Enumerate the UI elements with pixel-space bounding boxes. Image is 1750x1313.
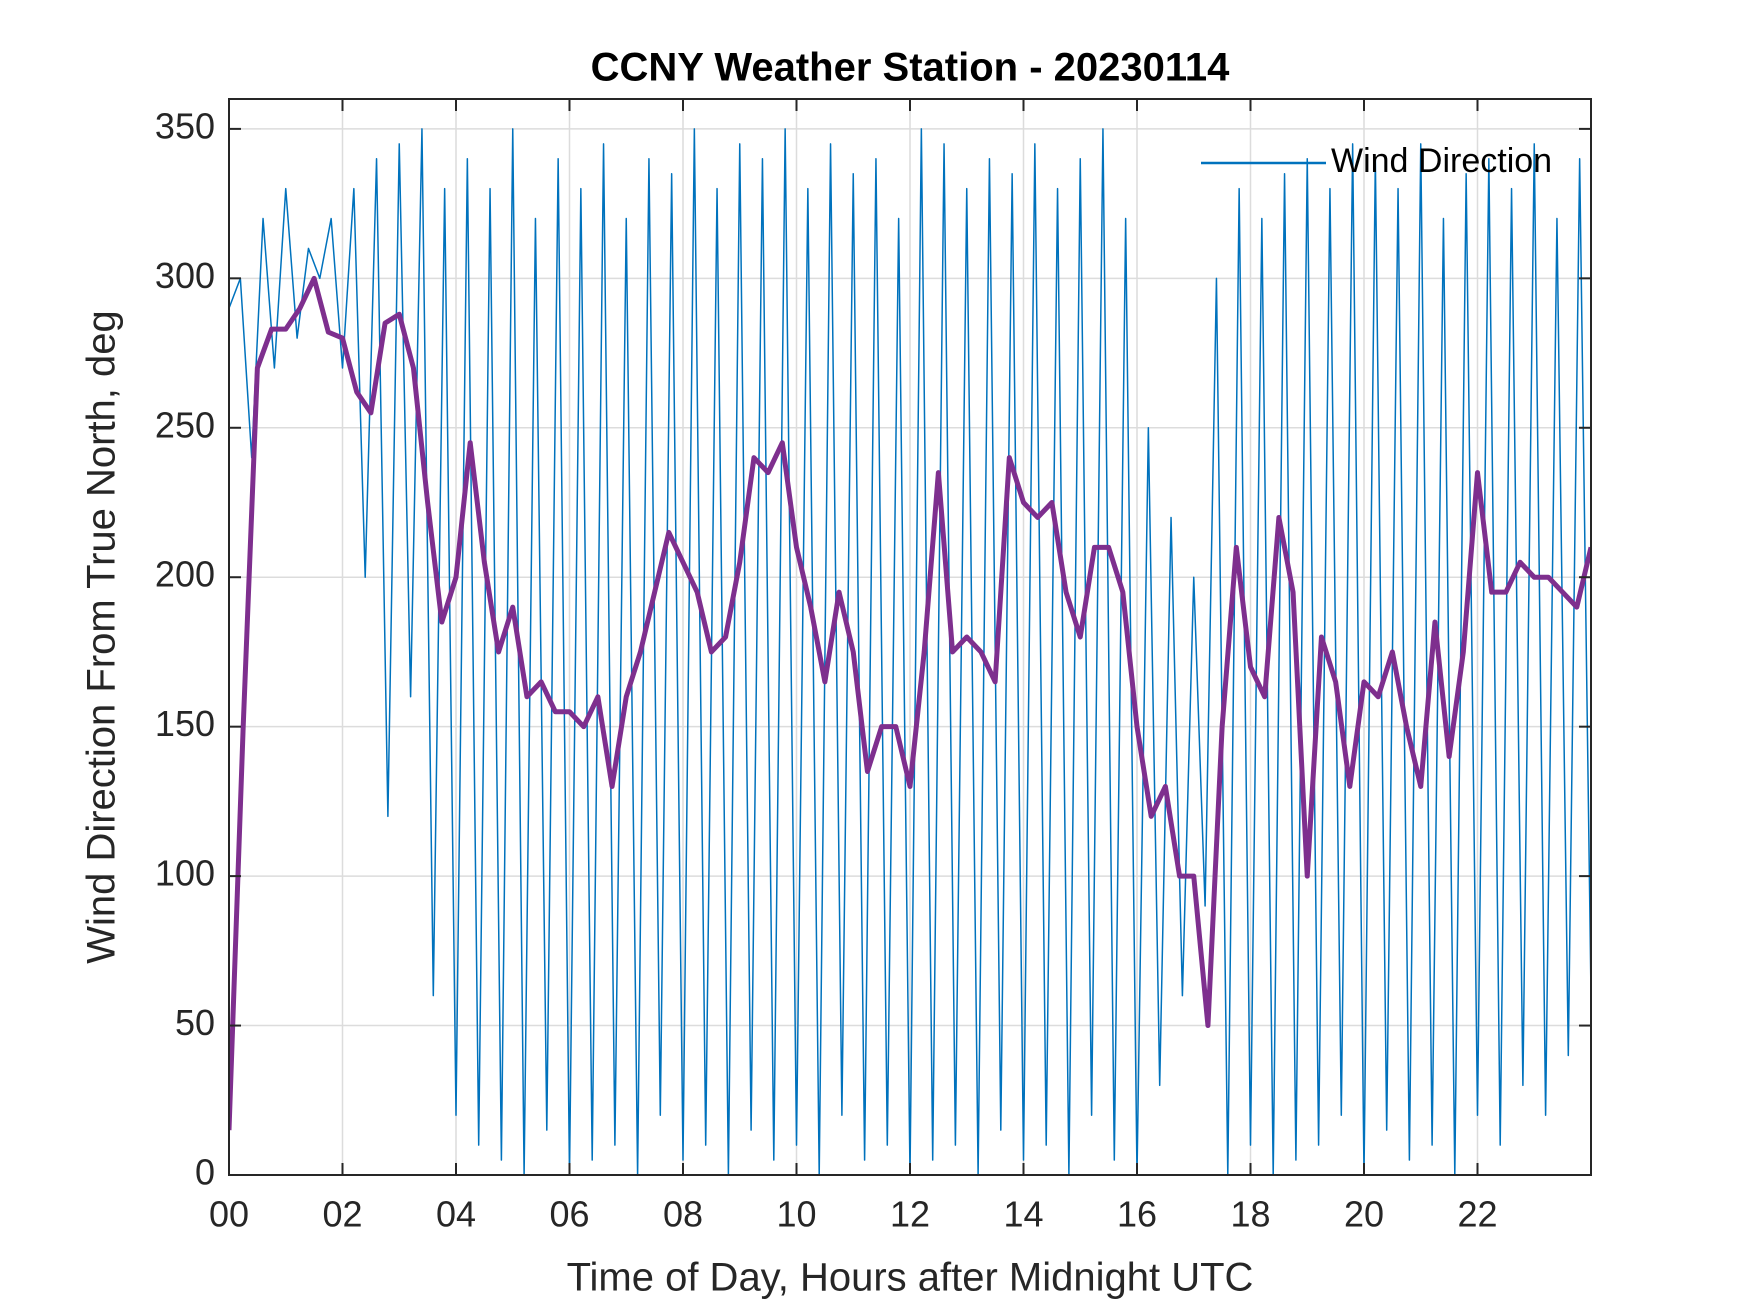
y-tick-label: 300: [155, 255, 215, 296]
x-tick-label: 12: [890, 1194, 930, 1235]
x-tick-label: 02: [322, 1194, 362, 1235]
y-tick-label: 0: [195, 1152, 215, 1193]
legend-label: Wind Direction: [1331, 142, 1552, 180]
y-tick-label: 250: [155, 404, 215, 445]
x-tick-label: 06: [549, 1194, 589, 1235]
x-tick-label: 10: [776, 1194, 816, 1235]
x-tick-label: 16: [1117, 1194, 1157, 1235]
x-tick-label: 00: [209, 1194, 249, 1235]
y-tick-label: 50: [175, 1002, 215, 1043]
x-tick-label: 08: [663, 1194, 703, 1235]
y-tick-label: 200: [155, 554, 215, 595]
chart-title: CCNY Weather Station - 20230114: [591, 46, 1231, 90]
y-tick-label: 150: [155, 703, 215, 744]
y-tick-label: 350: [155, 105, 215, 146]
x-tick-label: 14: [1003, 1194, 1043, 1235]
x-axis-label: Time of Day, Hours after Midnight UTC: [567, 1256, 1254, 1300]
data-line: [229, 275, 1591, 1131]
y-tick-label: 100: [155, 853, 215, 894]
x-tick-label: 20: [1344, 1194, 1384, 1235]
x-tick-label: 04: [436, 1194, 476, 1235]
data-line: [229, 128, 1591, 1175]
x-tick-label: 18: [1230, 1194, 1270, 1235]
y-axis-label: Wind Direction From True North, deg: [80, 310, 124, 964]
x-tick-label: 22: [1457, 1194, 1497, 1235]
